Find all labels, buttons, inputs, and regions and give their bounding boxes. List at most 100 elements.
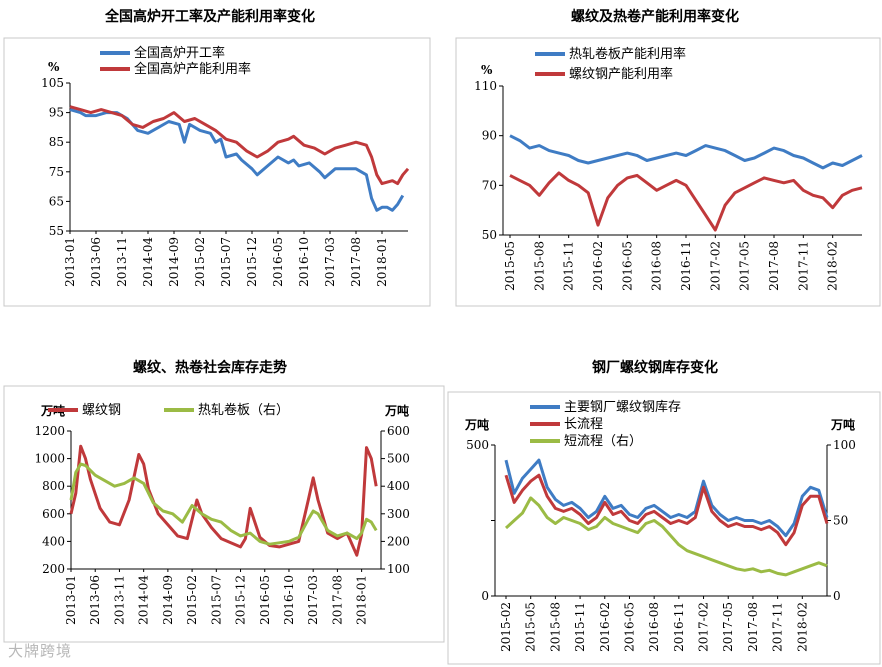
series-line-3 [504, 496, 828, 577]
x-tick-label: 2015-08 [548, 602, 562, 652]
y-tick-label: 600 [42, 507, 65, 521]
y-tick-label-right: 200 [387, 534, 410, 548]
y-tick-label: 65 [49, 194, 64, 208]
legend-label-2: 全国高炉产能利用率 [134, 61, 251, 77]
x-tick-label: 2016-05 [258, 575, 272, 625]
legend-label-2: 螺纹钢产能利用率 [569, 66, 673, 82]
x-tick-label: 2015-02 [499, 602, 513, 652]
y-tick-label: 800 [42, 479, 65, 493]
series-line-1 [504, 458, 829, 538]
chart-2-title: 螺纹及热卷产能利用率变化 [571, 9, 739, 25]
chart-4-frame [447, 391, 881, 665]
x-tick-label: 2015-07 [219, 237, 233, 287]
chart-2-plot: 110 90 70 50% 2015-05 2015-08 2015-11 2016-02 20… [474, 46, 863, 291]
y-tick-label: 50 [482, 228, 497, 242]
series-line-2 [509, 171, 863, 232]
x-tick-label: 2015-08 [532, 241, 546, 291]
x-tick-label: 2016-10 [282, 575, 296, 625]
y-tick-label: 70 [482, 178, 497, 192]
y-tick-label-right: 0 [833, 589, 841, 603]
chart-4-title: 钢厂螺纹钢库存变化 [592, 360, 718, 376]
y-tick-label: 95 [49, 106, 64, 120]
x-tick-label: 2017-11 [796, 241, 810, 291]
x-tick-label: 2018-02 [826, 241, 840, 291]
y-tick-label: 500 [466, 438, 489, 452]
y-tick-label: 200 [42, 562, 65, 576]
x-tick-label: 2016-05 [620, 241, 634, 291]
y-tick-label: 1000 [34, 452, 65, 466]
x-tick-label: 2017-08 [767, 241, 781, 291]
y-tick-label-right: 400 [387, 479, 410, 493]
legend-label-2: 热轧卷板（右） [198, 402, 289, 418]
x-tick-label: 2015-12 [245, 237, 259, 287]
x-tick-label: 2018-01 [375, 237, 389, 287]
x-tick-label: 2017-02 [708, 241, 722, 291]
x-tick-label: 2018-02 [795, 602, 809, 652]
series-line-2 [69, 105, 410, 186]
x-tick-label: 2014-04 [137, 575, 151, 625]
y-tick-label: 75 [49, 165, 64, 179]
watermark: 大牌跨境 [8, 642, 73, 660]
x-tick-label: 2014-09 [161, 575, 175, 625]
x-tick-label: 2017-03 [306, 575, 320, 625]
x-tick-label: 2013-06 [88, 575, 102, 625]
y-tick-label: 1200 [34, 424, 65, 438]
x-tick-label: 2013-11 [112, 575, 126, 625]
x-tick-label: 2018-01 [355, 575, 369, 625]
x-tick-label: 2017-02 [697, 602, 711, 652]
x-tick-label: 2017-08 [349, 237, 363, 287]
chart-3-plot: 1200 1000 800 600 400 200 600 500 400 300 200 100 万吨… [34, 402, 409, 625]
y-tick-label-right: 500 [387, 452, 410, 466]
y-unit-left: 万吨 [464, 417, 489, 432]
x-tick-label: 2016-11 [679, 241, 693, 291]
x-tick-label: 2017-05 [721, 602, 735, 652]
x-tick-label: 2015-05 [503, 241, 517, 291]
legend-label-1: 热轧卷板产能利用率 [569, 46, 686, 62]
y-tick-label: 105 [41, 76, 64, 90]
x-tick-label: 2014-04 [141, 237, 155, 287]
x-tick-label: 2017-08 [330, 575, 344, 625]
legend-label-1: 螺纹钢 [82, 403, 121, 418]
x-tick-label: 2017-03 [323, 237, 337, 287]
x-tick-label: 2016-02 [591, 241, 605, 291]
x-tick-label: 2013-01 [63, 237, 77, 287]
x-tick-label: 2016-10 [297, 237, 311, 287]
x-tick-label: 2017-11 [771, 602, 785, 652]
chart-1-frame [3, 37, 431, 307]
legend-label-2: 长流程 [564, 417, 603, 432]
y-unit: % [48, 60, 60, 74]
x-tick-label: 2016-08 [647, 602, 661, 652]
y-tick-label: 400 [42, 534, 65, 548]
chart-1-title: 全国高炉开工率及产能利用率变化 [105, 9, 315, 25]
x-tick-label: 2016-11 [672, 602, 686, 652]
x-tick-label: 2016-05 [271, 237, 285, 287]
x-tick-label: 2015-02 [193, 237, 207, 287]
legend-label-1: 全国高炉开工率 [134, 45, 225, 61]
series-line-1 [69, 108, 405, 212]
y-unit-right: 万吨 [830, 417, 855, 432]
x-tick-label: 2014-09 [167, 237, 181, 287]
y-tick-label-right: 600 [387, 424, 410, 438]
series-line-1 [509, 134, 863, 170]
x-tick-label: 2017-08 [746, 602, 760, 652]
series-line-2 [69, 462, 378, 546]
series-line-2 [504, 473, 829, 547]
x-tick-label: 2013-11 [115, 237, 129, 287]
x-tick-label: 2015-05 [524, 602, 538, 652]
y-tick-label: 90 [482, 129, 497, 143]
chart-3-frame [3, 385, 445, 643]
x-tick-label: 2016-02 [598, 602, 612, 652]
x-tick-label: 2015-12 [234, 575, 248, 625]
y-unit-right: 万吨 [384, 403, 409, 418]
y-tick-label: 110 [474, 79, 497, 93]
x-tick-label: 2013-01 [64, 575, 78, 625]
legend-label-1: 主要钢厂螺纹钢库存 [564, 399, 681, 415]
x-tick-label: 2015-02 [185, 575, 199, 625]
chart-3-title: 螺纹、热卷社会库存走势 [133, 360, 287, 376]
series-line-1 [69, 444, 378, 557]
x-tick-label: 2017-05 [738, 241, 752, 291]
y-tick-label: 0 [481, 589, 489, 603]
x-tick-label: 2016-05 [622, 602, 636, 652]
